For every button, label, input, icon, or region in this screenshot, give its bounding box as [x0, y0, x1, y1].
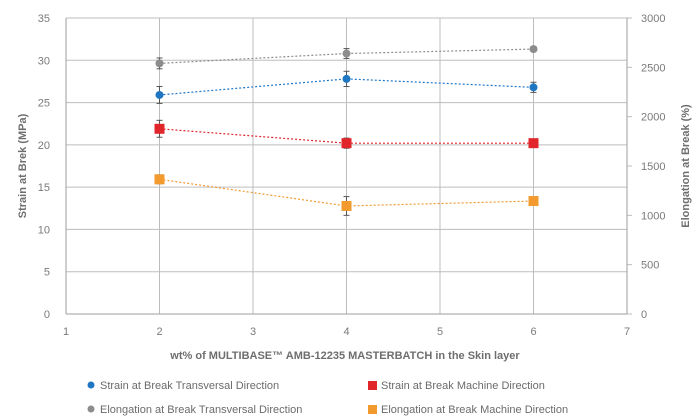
x-axis-title: wt% of MULTIBASE™ AMB-12235 MASTERBATCH … [169, 350, 520, 362]
data-point [154, 123, 165, 134]
legend-marker [87, 381, 95, 389]
series-group [154, 45, 539, 216]
legend: Strain at Break Transversal Direction Str… [87, 380, 568, 416]
x-tick-label: 4 [343, 326, 349, 338]
legend-label: Elongation at Break Machine Direction [381, 404, 568, 416]
data-point [341, 138, 352, 149]
y-left-tick-label: 5 [44, 267, 50, 279]
x-tick-label: 7 [624, 326, 630, 338]
series-line [159, 128, 534, 144]
legend-item: Elongation at Break Machine Direction [368, 404, 568, 416]
y-right-tick-label: 1000 [641, 210, 665, 222]
y-left-tick-label: 35 [38, 13, 50, 25]
y-left-tick-label: 15 [38, 182, 50, 194]
y-axis-left-title: Strain at Brek (MPa) [17, 113, 29, 218]
series-3 [155, 45, 538, 70]
x-tick-label: 5 [437, 326, 443, 338]
data-point [529, 45, 538, 54]
legend-marker [368, 405, 377, 414]
y-right-tick-label: 500 [641, 260, 659, 272]
series-4 [154, 174, 539, 216]
legend-label: Strain at Break Transversal Direction [100, 380, 279, 392]
y-left-tick-label: 25 [38, 98, 50, 110]
y-left-tick-label: 20 [38, 140, 50, 152]
legend-item: Strain at Break Transversal Direction [87, 380, 279, 392]
legend-label: Strain at Break Machine Direction [381, 380, 545, 392]
data-point [342, 49, 351, 58]
y-right-tick-label: 2500 [641, 62, 665, 74]
x-tick-label: 2 [156, 326, 162, 338]
y-right-tick-label: 1500 [641, 161, 665, 173]
y-axis-right-title: Elongation at Break (%) [680, 104, 692, 228]
data-point [528, 196, 539, 207]
data-point [529, 83, 538, 92]
y-right-tick-label: 0 [641, 309, 647, 321]
legend-marker [87, 405, 95, 413]
data-point [528, 138, 539, 149]
legend-item: Elongation at Break Transversal Directio… [87, 404, 302, 416]
legend-marker [368, 381, 377, 390]
grid [65, 17, 632, 315]
data-point [155, 90, 164, 99]
data-point [154, 174, 165, 185]
series-1 [155, 70, 538, 104]
y-left-tick-label: 0 [44, 309, 50, 321]
y-left-tick-label: 30 [38, 55, 50, 67]
data-point [342, 74, 351, 83]
y-right-tick-label: 3000 [641, 13, 665, 25]
series-line [159, 78, 534, 96]
y-right-tick-label: 2000 [641, 112, 665, 124]
legend-label: Elongation at Break Transversal Directio… [100, 404, 302, 416]
x-tick-label: 1 [63, 326, 69, 338]
y-left-tick-label: 10 [38, 224, 50, 236]
x-tick-label: 3 [250, 326, 256, 338]
series-2 [154, 119, 539, 149]
x-tick-label: 6 [530, 326, 536, 338]
data-point [341, 200, 352, 211]
legend-item: Strain at Break Machine Direction [368, 380, 545, 392]
data-point [155, 59, 164, 68]
